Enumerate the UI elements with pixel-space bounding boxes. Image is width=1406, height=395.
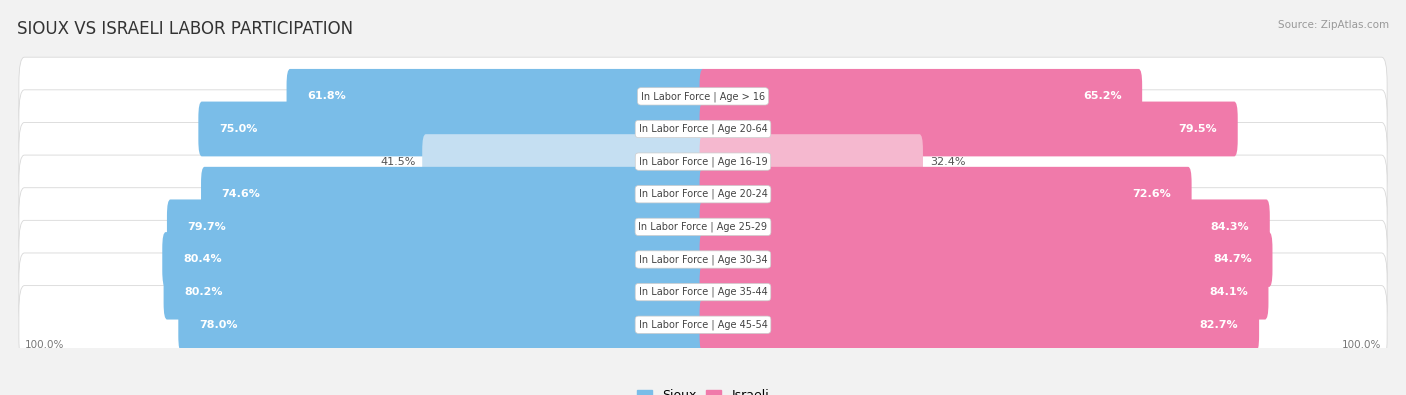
FancyBboxPatch shape — [163, 265, 706, 320]
Text: In Labor Force | Age > 16: In Labor Force | Age > 16 — [641, 91, 765, 102]
FancyBboxPatch shape — [18, 188, 1388, 266]
Text: In Labor Force | Age 30-34: In Labor Force | Age 30-34 — [638, 254, 768, 265]
Text: 79.5%: 79.5% — [1178, 124, 1218, 134]
FancyBboxPatch shape — [18, 90, 1388, 168]
Text: In Labor Force | Age 45-54: In Labor Force | Age 45-54 — [638, 320, 768, 330]
FancyBboxPatch shape — [287, 69, 706, 124]
Text: 78.0%: 78.0% — [200, 320, 238, 330]
FancyBboxPatch shape — [18, 122, 1388, 201]
FancyBboxPatch shape — [18, 57, 1388, 135]
Text: 74.6%: 74.6% — [222, 189, 260, 199]
Text: 84.3%: 84.3% — [1211, 222, 1249, 232]
FancyBboxPatch shape — [198, 102, 706, 156]
Text: 75.0%: 75.0% — [219, 124, 257, 134]
Text: 61.8%: 61.8% — [308, 91, 346, 102]
FancyBboxPatch shape — [162, 232, 706, 287]
FancyBboxPatch shape — [179, 297, 706, 352]
Text: In Labor Force | Age 16-19: In Labor Force | Age 16-19 — [638, 156, 768, 167]
Text: 72.6%: 72.6% — [1132, 189, 1171, 199]
Text: In Labor Force | Age 20-24: In Labor Force | Age 20-24 — [638, 189, 768, 199]
FancyBboxPatch shape — [700, 265, 1268, 320]
FancyBboxPatch shape — [700, 167, 1192, 222]
Text: 79.7%: 79.7% — [187, 222, 226, 232]
FancyBboxPatch shape — [201, 167, 706, 222]
Text: 100.0%: 100.0% — [1343, 340, 1382, 350]
Text: 80.4%: 80.4% — [183, 254, 222, 265]
FancyBboxPatch shape — [700, 69, 1142, 124]
FancyBboxPatch shape — [18, 155, 1388, 233]
FancyBboxPatch shape — [422, 134, 706, 189]
Text: SIOUX VS ISRAELI LABOR PARTICIPATION: SIOUX VS ISRAELI LABOR PARTICIPATION — [17, 20, 353, 38]
Text: 32.4%: 32.4% — [929, 156, 966, 167]
Text: In Labor Force | Age 20-64: In Labor Force | Age 20-64 — [638, 124, 768, 134]
Text: 65.2%: 65.2% — [1083, 91, 1122, 102]
Text: 100.0%: 100.0% — [24, 340, 63, 350]
FancyBboxPatch shape — [700, 134, 922, 189]
FancyBboxPatch shape — [700, 199, 1270, 254]
Text: In Labor Force | Age 25-29: In Labor Force | Age 25-29 — [638, 222, 768, 232]
Legend: Sioux, Israeli: Sioux, Israeli — [631, 384, 775, 395]
FancyBboxPatch shape — [18, 253, 1388, 331]
Text: 82.7%: 82.7% — [1199, 320, 1239, 330]
Text: 84.7%: 84.7% — [1213, 254, 1251, 265]
FancyBboxPatch shape — [700, 297, 1260, 352]
FancyBboxPatch shape — [167, 199, 706, 254]
Text: In Labor Force | Age 35-44: In Labor Force | Age 35-44 — [638, 287, 768, 297]
Text: Source: ZipAtlas.com: Source: ZipAtlas.com — [1278, 20, 1389, 30]
FancyBboxPatch shape — [18, 220, 1388, 299]
Text: 41.5%: 41.5% — [380, 156, 415, 167]
FancyBboxPatch shape — [700, 232, 1272, 287]
Text: 84.1%: 84.1% — [1209, 287, 1247, 297]
FancyBboxPatch shape — [18, 286, 1388, 364]
FancyBboxPatch shape — [700, 102, 1237, 156]
Text: 80.2%: 80.2% — [184, 287, 222, 297]
